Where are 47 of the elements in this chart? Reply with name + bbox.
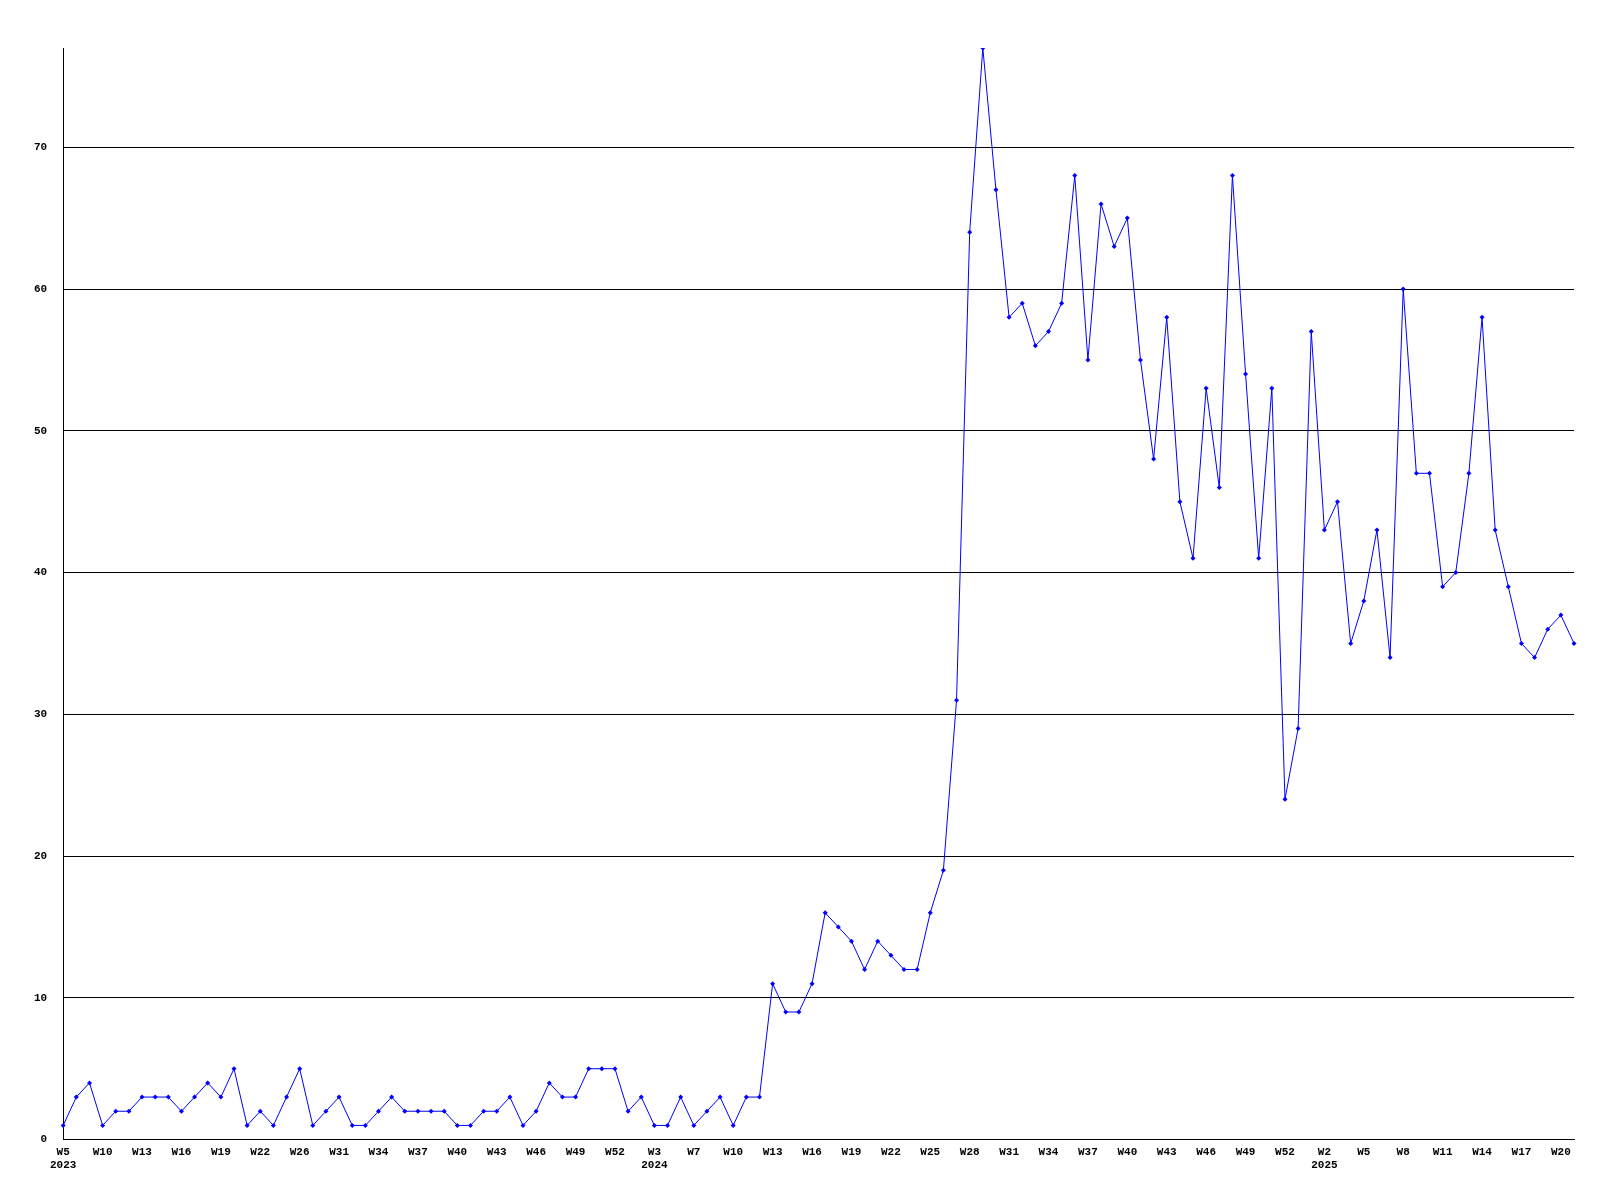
x-tick-label: W46 bbox=[1196, 1145, 1217, 1158]
x-tick-label: W13 bbox=[762, 1145, 783, 1158]
y-tick-label: 40 bbox=[34, 566, 48, 579]
y-tick-label: 10 bbox=[34, 991, 48, 1004]
x-tick-label: W52 bbox=[1275, 1145, 1295, 1158]
x-tick-label: W16 bbox=[802, 1145, 822, 1158]
x-tick-label: W10 bbox=[92, 1145, 113, 1158]
x-tick-label: W43 bbox=[486, 1145, 508, 1158]
x-tick-label: W19 bbox=[841, 1145, 862, 1158]
x-tick-label: W2 2025 bbox=[1311, 1145, 1338, 1172]
y-tick-label: 0 bbox=[40, 1133, 48, 1146]
x-tick-label: W31 bbox=[329, 1145, 350, 1158]
y-tick-label: 50 bbox=[34, 424, 48, 437]
x-tick-label: W49 bbox=[565, 1145, 586, 1158]
x-tick-label: W25 bbox=[920, 1145, 941, 1158]
x-tick-label: W40 bbox=[447, 1145, 468, 1158]
x-tick-label: W22 bbox=[880, 1145, 901, 1158]
x-tick-label: W31 bbox=[999, 1145, 1020, 1158]
x-tick-label: W34 bbox=[368, 1145, 389, 1158]
x-tick-label: W52 bbox=[605, 1145, 625, 1158]
x-tick-label: W14 bbox=[1472, 1145, 1493, 1158]
x-tick-label: W10 bbox=[723, 1145, 744, 1158]
x-tick-label: W37 bbox=[1078, 1145, 1098, 1158]
x-tick-label: W49 bbox=[1235, 1145, 1256, 1158]
x-tick-label: W13 bbox=[132, 1145, 153, 1158]
x-tick-label: W26 bbox=[289, 1145, 310, 1158]
x-tick-label: W37 bbox=[408, 1145, 428, 1158]
x-tick-label: W5 2023 bbox=[50, 1145, 77, 1172]
x-tick-label: W16 bbox=[171, 1145, 192, 1158]
x-tick-label: W5 bbox=[1357, 1145, 1371, 1158]
x-tick-label: W40 bbox=[1117, 1145, 1138, 1158]
y-tick-label: 20 bbox=[34, 849, 48, 862]
x-tick-label: W20 bbox=[1550, 1145, 1571, 1158]
x-tick-label: W3 2024 bbox=[641, 1145, 668, 1172]
x-tick-label: W22 bbox=[250, 1145, 271, 1158]
x-tick-label: W8 bbox=[1396, 1145, 1411, 1158]
x-tick-label: W19 bbox=[210, 1145, 231, 1158]
x-tick-label: W17 bbox=[1511, 1145, 1532, 1158]
y-tick-label: 70 bbox=[34, 141, 48, 153]
x-tick-label: W34 bbox=[1038, 1145, 1059, 1158]
x-tick-label: W11 bbox=[1432, 1145, 1453, 1158]
y-tick-label: 60 bbox=[34, 282, 48, 295]
y-tick-label: 30 bbox=[34, 708, 48, 721]
x-tick-label: W46 bbox=[526, 1145, 547, 1158]
x-tick-label: W43 bbox=[1156, 1145, 1178, 1158]
x-tick-label: W28 bbox=[959, 1145, 980, 1158]
x-tick-label: W7 bbox=[687, 1145, 701, 1158]
